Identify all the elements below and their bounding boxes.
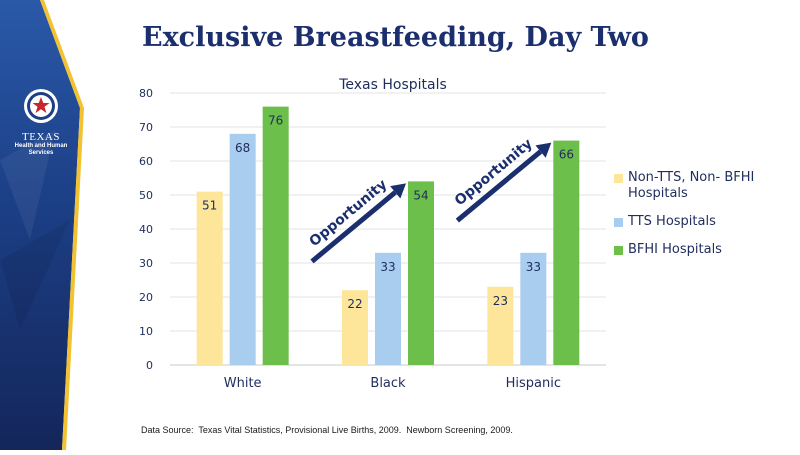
- side-panel: [0, 0, 90, 450]
- y-tick-label: 10: [139, 325, 153, 338]
- y-tick-label: 80: [139, 87, 153, 100]
- logo-dept-line2: Services: [28, 150, 54, 156]
- y-tick-label: 60: [139, 155, 153, 168]
- opportunity-label: Opportunity: [307, 177, 391, 250]
- opportunity-arrow-shaft: [455, 149, 543, 223]
- y-tick-label: 30: [139, 257, 153, 270]
- x-tick-label: White: [224, 376, 262, 391]
- bar: [342, 290, 368, 365]
- y-tick-label: 20: [139, 291, 153, 304]
- bar: [262, 106, 289, 365]
- opportunity-arrow-shaft: [310, 190, 397, 264]
- data-label: 33: [526, 260, 541, 274]
- data-label: 51: [202, 199, 217, 213]
- data-label: 68: [235, 141, 250, 155]
- y-tick-label: 0: [146, 359, 153, 372]
- legend-label-series-2: TTS Hospitals: [628, 214, 716, 229]
- legend-item-series-3: BFHI Hospitals: [614, 242, 784, 258]
- opportunity-arrow-head: [390, 183, 406, 199]
- bar: [487, 286, 514, 365]
- data-label: 66: [559, 148, 574, 162]
- x-tick-label: Black: [370, 376, 406, 391]
- bar: [553, 140, 580, 365]
- y-tick-label: 40: [139, 223, 153, 236]
- bar: [520, 252, 547, 365]
- texas-hhs-logo: TEXAS Health and Human Services: [0, 88, 82, 157]
- logo-state: TEXAS: [22, 131, 60, 143]
- legend-label-series-3: BFHI Hospitals: [628, 242, 722, 257]
- data-source-note: Data Source: Texas Vital Statistics, Pro…: [141, 425, 513, 435]
- logo-dept-line1: Health and Human: [14, 143, 68, 149]
- data-label: 23: [493, 294, 508, 308]
- bar: [196, 191, 223, 365]
- seal-icon: [24, 89, 58, 123]
- page-title: Exclusive Breastfeeding, Day Two: [142, 22, 649, 53]
- bar: [375, 252, 401, 365]
- opportunity-label: Opportunity: [452, 136, 536, 209]
- chart-legend: Non-TTS, Non- BFHI Hospitals TTS Hospita…: [614, 170, 784, 270]
- opportunity-arrow-head: [535, 142, 552, 158]
- data-label: 33: [380, 260, 395, 274]
- side-panel-background: [0, 0, 84, 450]
- bar: [408, 181, 434, 365]
- data-label: 76: [268, 114, 283, 128]
- bar: [229, 133, 256, 365]
- legend-swatch-series-3: [614, 246, 623, 255]
- chart-title: Texas Hospitals: [338, 77, 447, 93]
- data-label: 54: [413, 188, 428, 202]
- y-tick-label: 50: [139, 189, 153, 202]
- legend-item-series-2: TTS Hospitals: [614, 214, 784, 230]
- legend-swatch-series-2: [614, 218, 623, 227]
- legend-label-series-1: Non-TTS, Non- BFHI Hospitals: [628, 170, 755, 201]
- data-label: 22: [347, 297, 362, 311]
- legend-swatch-series-1: [614, 174, 623, 183]
- x-tick-label: Hispanic: [506, 376, 561, 391]
- y-tick-label: 70: [139, 121, 153, 134]
- legend-item-series-1: Non-TTS, Non- BFHI Hospitals: [614, 170, 784, 202]
